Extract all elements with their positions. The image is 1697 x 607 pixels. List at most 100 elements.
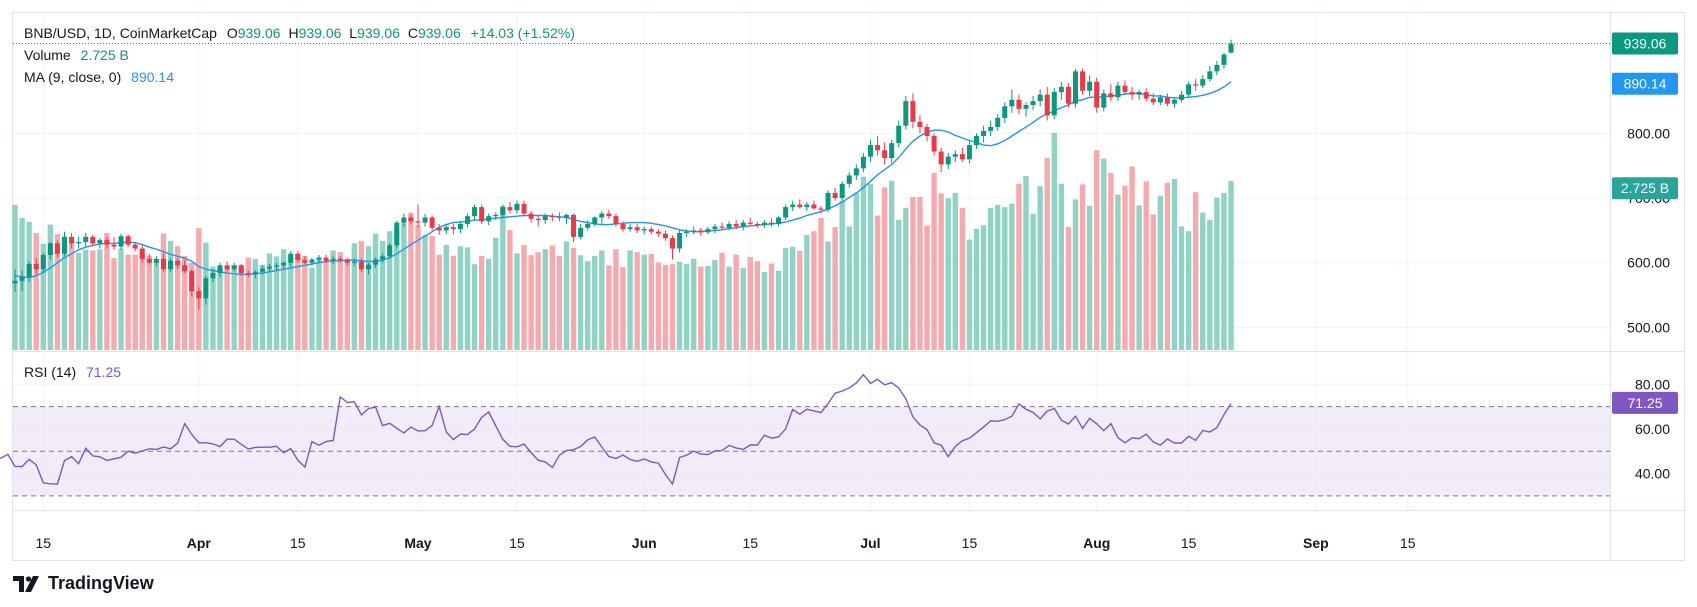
volume-bars [12,132,1234,350]
candle-body [599,213,605,218]
candle-body [40,254,46,270]
volume-bar [726,266,732,350]
candle-body [860,156,866,169]
volume-bar [669,264,676,350]
symbol-title[interactable]: BNB/USD, 1D, CoinMarketCap [24,25,217,41]
volume-bar [47,224,54,350]
candle-body [1037,94,1043,102]
ma-badge-text: 890.14 [1624,76,1667,92]
ma-legend[interactable]: MA (9, close, 0) 890.14 [24,68,174,86]
candle-body [19,276,25,281]
volume-bar [337,252,343,350]
candle-body [97,240,103,244]
volume-bar [1136,205,1142,350]
candle-body [514,203,520,211]
candle-body [563,214,569,218]
volume-legend[interactable]: Volume 2.725 B [24,46,129,64]
candle-body [606,213,612,217]
candle-body [1002,106,1008,118]
candle-body [1115,85,1121,98]
candle-body [1157,97,1163,103]
candlesticks [12,39,1610,310]
candle-body [1108,93,1114,98]
candle-body [366,264,371,270]
candle-body [387,245,393,257]
volume-bar [231,265,237,350]
candle-body [373,259,379,265]
volume-bar [1044,158,1050,350]
candle-body [655,231,661,234]
volume-bar [323,261,329,350]
time-axis-label: Jul [860,535,880,551]
volume-bar [344,258,350,350]
candle-body [231,265,237,270]
candle-body [182,265,188,272]
volume-bar [683,264,690,350]
volume-bar [1051,132,1057,350]
candle-body [401,217,407,223]
volume-bar [457,246,464,350]
candle-body [252,271,258,275]
volume-bar [408,212,414,350]
candle-body [337,258,343,261]
candle-body [641,229,647,231]
volume-bar [818,218,824,350]
volume-bar [514,253,520,350]
candle-body [450,227,456,230]
candle-body [196,291,202,299]
candle-body [288,253,294,263]
volume-bar [790,246,796,350]
volume-bar [945,198,951,350]
candle-body [153,258,159,263]
candle-body [648,229,654,232]
candle-body [380,256,386,260]
volume-bar [174,246,181,350]
candle-body [203,278,209,299]
volume-bar [379,240,386,350]
volume-bar [302,255,308,350]
rsi-legend[interactable]: RSI (14) 71.25 [24,363,121,381]
candle-body [684,231,690,233]
volume-bar [662,264,669,350]
volume-bar [259,264,266,350]
candle-body [351,261,357,263]
volume-value: 2.725 B [80,47,129,63]
volume-bar [1016,183,1022,350]
volume-bar [903,207,909,350]
close-value: 939.06 [417,25,461,41]
time-axis-label: 15 [742,535,758,551]
rsi-badge-text: 71.25 [1627,395,1662,411]
volume-bar [330,250,336,350]
candle-body [804,204,810,208]
volume-bar [1058,183,1065,350]
open-label: O [226,25,238,41]
volume-bar [924,225,930,350]
candle-body [160,258,166,270]
rsi-axis-label: 40.00 [1635,466,1670,482]
volume-bar [280,249,287,350]
volume-bar [698,266,704,350]
candle-body [535,218,541,221]
candle-body [1193,84,1199,86]
candle-body [1030,101,1036,105]
volume-bar [372,233,379,350]
candle-body [1101,93,1107,108]
volume-bar [1079,184,1086,350]
volume-bar [1023,176,1029,350]
candle-body [104,240,110,245]
volume-bar [68,241,75,350]
volume-bar [111,258,117,350]
volume-bar [245,257,252,350]
candle-body [988,126,994,131]
volume-bar [627,250,633,350]
volume-bar [910,197,916,350]
rsi-badge-box [1612,391,1678,414]
candle-body [585,223,591,228]
candle-body [966,145,972,160]
tradingview-logo[interactable]: TradingView [13,573,154,594]
candle-body [528,213,534,219]
volume-bar [938,193,944,350]
candle-body [90,236,96,244]
candle-body [910,101,916,122]
